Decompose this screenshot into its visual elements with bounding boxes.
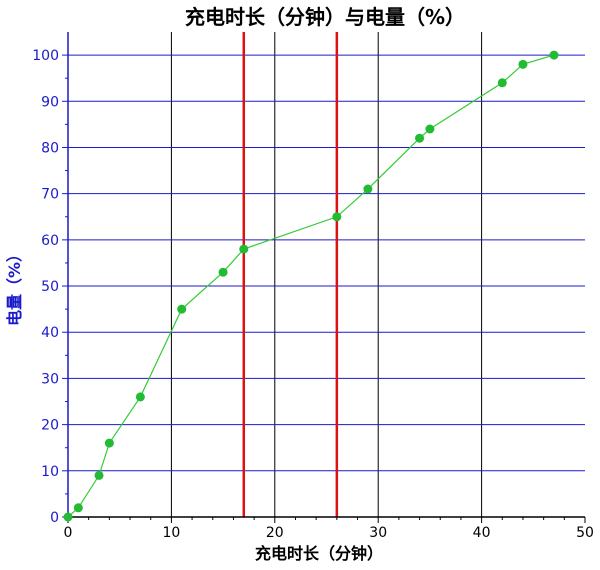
- data-point: [332, 212, 342, 222]
- x-tick-label: 40: [473, 525, 491, 541]
- x-axis-label: 充电时长（分钟）: [255, 544, 383, 563]
- data-point: [549, 50, 559, 60]
- x-tick-label: 50: [576, 525, 594, 541]
- axes: [67, 32, 585, 518]
- chart-title: 充电时长（分钟）与电量（%）: [185, 5, 465, 29]
- y-tick-label: 100: [32, 48, 59, 64]
- data-point: [497, 78, 507, 88]
- data-series: [63, 50, 559, 522]
- data-point: [63, 512, 73, 522]
- y-tick-label: 50: [41, 279, 59, 295]
- x-tick-label: 0: [64, 525, 73, 541]
- data-point: [135, 392, 145, 402]
- data-point: [425, 124, 435, 134]
- y-tick-label: 20: [41, 418, 59, 434]
- y-tick-label: 80: [41, 140, 59, 156]
- y-axis-label: 电量（%）: [5, 246, 24, 326]
- data-point: [104, 438, 114, 448]
- data-point: [239, 244, 249, 254]
- data-point: [177, 304, 187, 314]
- y-tick-label: 0: [50, 510, 59, 526]
- y-tick-label: 70: [41, 187, 59, 203]
- y-tick-label: 40: [41, 325, 59, 341]
- data-point: [218, 267, 228, 277]
- y-tick-label: 60: [41, 233, 59, 249]
- data-point: [363, 184, 373, 194]
- axis-ticks: 0 10 20 30 40 50 0 10 20 30 40 50 60 70 80 90 100: [32, 48, 594, 541]
- data-point: [415, 133, 425, 143]
- y-gridlines: [68, 54, 585, 472]
- data-point: [518, 59, 528, 69]
- vertical-markers: [242, 32, 339, 517]
- x-tick-label: 30: [369, 525, 387, 541]
- y-tick-label: 10: [41, 464, 59, 480]
- x-tick-label: 20: [266, 525, 284, 541]
- x-gridlines: [170, 32, 483, 517]
- data-point: [94, 470, 104, 480]
- data-point: [73, 503, 83, 513]
- y-tick-label: 90: [41, 94, 59, 110]
- x-tick-label: 10: [162, 525, 180, 541]
- y-tick-label: 30: [41, 371, 59, 387]
